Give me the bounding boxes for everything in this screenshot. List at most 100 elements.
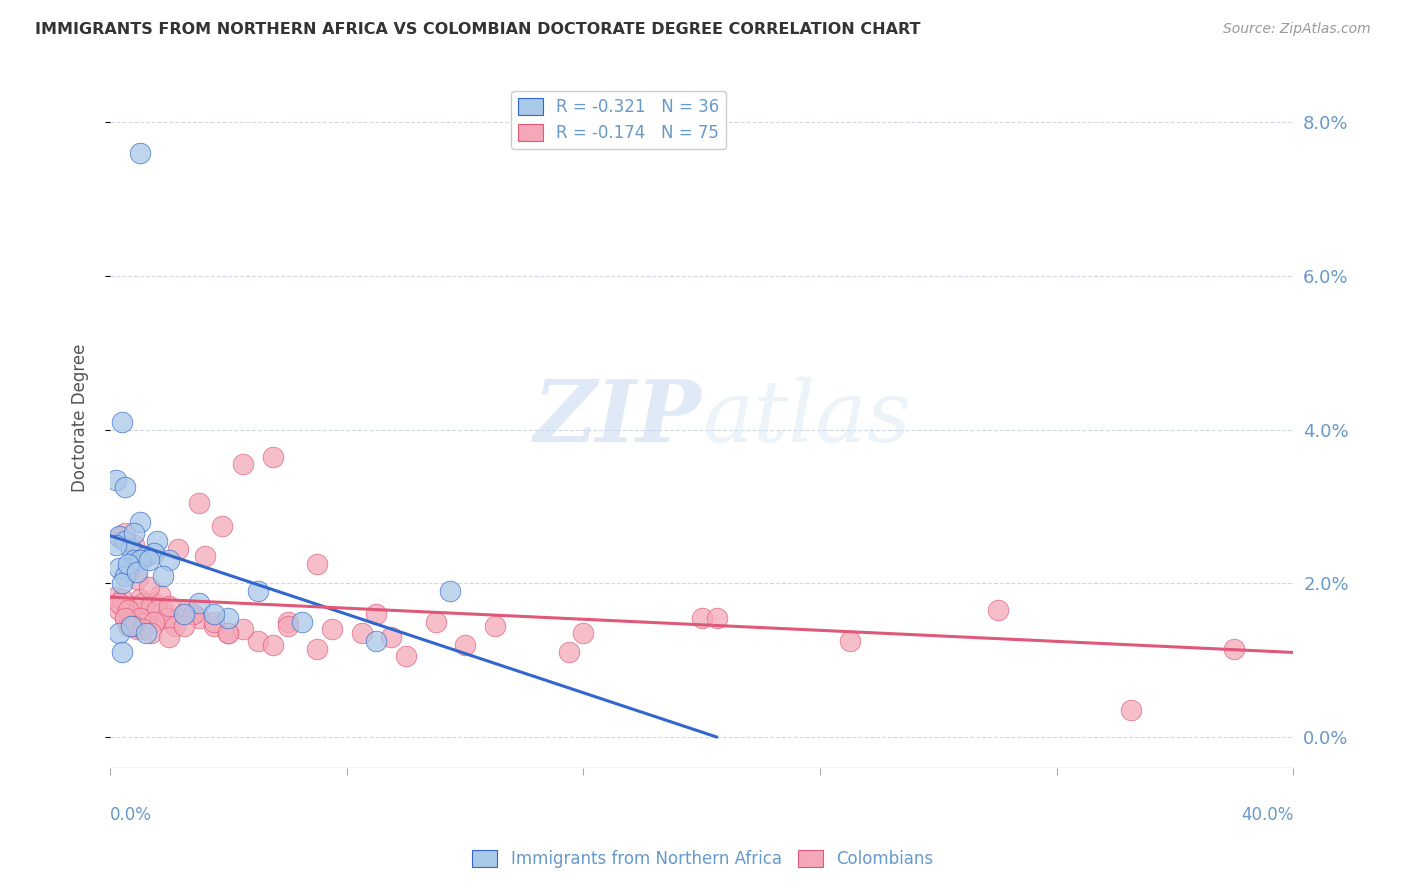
Point <box>176 603 198 617</box>
Point <box>131 623 153 637</box>
Point <box>135 611 157 625</box>
Point <box>321 623 343 637</box>
Point <box>194 549 217 564</box>
Point <box>128 515 150 529</box>
Point <box>211 518 233 533</box>
Point <box>690 611 713 625</box>
Point <box>572 626 595 640</box>
Point <box>125 623 148 637</box>
Point <box>149 588 172 602</box>
Point <box>838 634 860 648</box>
Point <box>143 595 166 609</box>
Point <box>104 473 127 487</box>
Point <box>117 561 139 575</box>
Point <box>135 549 157 564</box>
Point <box>114 568 136 582</box>
Point <box>114 480 136 494</box>
Text: 0.0%: 0.0% <box>110 806 152 824</box>
Point <box>108 595 131 609</box>
Point <box>128 146 150 161</box>
Point <box>138 580 160 594</box>
Point <box>122 553 145 567</box>
Point <box>439 584 461 599</box>
Point <box>167 541 190 556</box>
Point <box>122 526 145 541</box>
Point <box>111 645 134 659</box>
Point <box>152 568 174 582</box>
Point <box>108 626 131 640</box>
Point <box>108 529 131 543</box>
Point <box>117 603 139 617</box>
Point <box>146 603 169 617</box>
Point <box>557 645 579 659</box>
Point <box>425 615 447 629</box>
Point <box>307 557 329 571</box>
Point <box>120 615 142 629</box>
Point <box>246 634 269 648</box>
Point <box>217 626 239 640</box>
Point <box>350 626 373 640</box>
Point <box>104 538 127 552</box>
Point <box>262 638 284 652</box>
Point <box>111 591 134 606</box>
Point <box>128 553 150 567</box>
Point <box>484 618 506 632</box>
Legend: R = -0.321   N = 36, R = -0.174   N = 75: R = -0.321 N = 36, R = -0.174 N = 75 <box>512 91 727 149</box>
Point <box>262 450 284 464</box>
Point <box>135 626 157 640</box>
Point <box>111 415 134 429</box>
Text: Source: ZipAtlas.com: Source: ZipAtlas.com <box>1223 22 1371 37</box>
Point <box>111 599 134 614</box>
Point <box>366 607 388 621</box>
Point <box>187 495 209 509</box>
Point <box>706 611 728 625</box>
Point <box>155 611 177 625</box>
Point <box>291 615 314 629</box>
Point <box>117 557 139 571</box>
Point <box>122 599 145 614</box>
Point <box>131 595 153 609</box>
Point <box>141 599 163 614</box>
Point <box>395 649 418 664</box>
Point <box>152 603 174 617</box>
Point <box>108 561 131 575</box>
Point <box>202 618 225 632</box>
Point <box>202 607 225 621</box>
Point <box>173 607 195 621</box>
Point <box>143 545 166 559</box>
Point <box>157 599 180 614</box>
Text: IMMIGRANTS FROM NORTHERN AFRICA VS COLOMBIAN DOCTORATE DEGREE CORRELATION CHART: IMMIGRANTS FROM NORTHERN AFRICA VS COLOM… <box>35 22 921 37</box>
Point <box>1223 641 1246 656</box>
Point <box>157 611 180 625</box>
Point <box>122 618 145 632</box>
Point <box>125 573 148 587</box>
Point <box>157 630 180 644</box>
Point <box>114 534 136 549</box>
Point <box>307 641 329 656</box>
Point <box>108 603 131 617</box>
Point <box>141 626 163 640</box>
Point <box>181 607 204 621</box>
Point <box>1119 703 1142 717</box>
Text: atlas: atlas <box>702 376 911 459</box>
Point <box>111 576 134 591</box>
Point <box>138 553 160 567</box>
Point <box>104 590 127 604</box>
Point <box>366 634 388 648</box>
Point <box>143 615 166 629</box>
Point <box>187 611 209 625</box>
Point <box>128 591 150 606</box>
Y-axis label: Doctorate Degree: Doctorate Degree <box>72 344 89 492</box>
Point <box>128 611 150 625</box>
Point <box>987 603 1010 617</box>
Point <box>173 618 195 632</box>
Point <box>277 615 299 629</box>
Point <box>380 630 402 644</box>
Point <box>117 618 139 632</box>
Point <box>173 607 195 621</box>
Point <box>246 584 269 599</box>
Point <box>114 526 136 541</box>
Point <box>165 618 187 632</box>
Point <box>146 534 169 549</box>
Point <box>454 638 477 652</box>
